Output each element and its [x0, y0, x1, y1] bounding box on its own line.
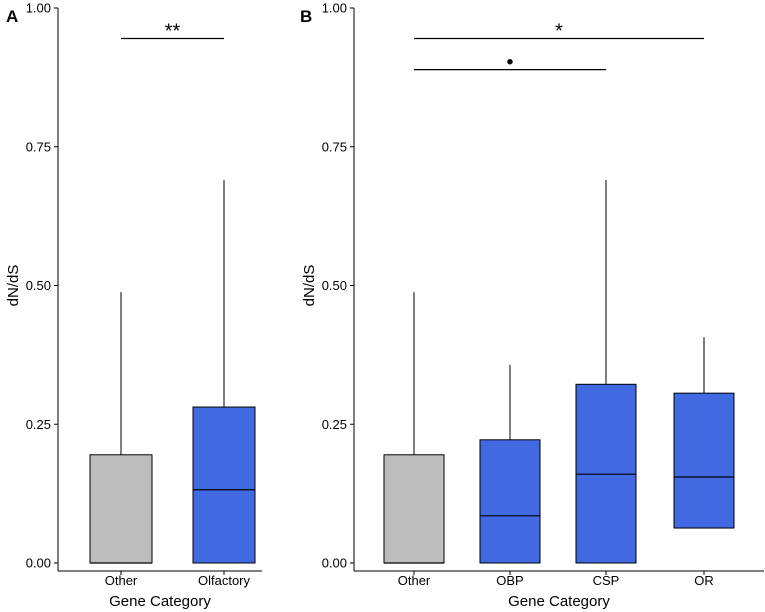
panel-b-x-tick-label: OBP: [496, 573, 523, 588]
panel-b-y-tick-label: 0.00: [322, 556, 347, 571]
panel-a-x-axis-title: Gene Category: [109, 593, 211, 610]
panel-b-x-axis-title: Gene Category: [508, 593, 610, 610]
panel-a-other-box: [89, 454, 153, 564]
panel-b: B 0.00 0.25 0.50 0.75 1.00 dN/dS Gene Category O…: [300, 1, 764, 610]
panel-b-label: B: [300, 7, 312, 26]
panel-b-obp-box: [479, 439, 541, 564]
panel-a-significance-label: **: [165, 21, 181, 43]
panel-b-y-axis-title: dN/dS: [301, 265, 318, 307]
panel-a: A 0.00 0.25 0.50 0.75 1.00 dN/dS Gene Category O…: [5, 1, 262, 610]
panel-b-or-box: [673, 392, 735, 529]
panel-a-label: A: [6, 7, 18, 26]
panel-a-olfactory-box: [192, 406, 256, 564]
panel-b-y-tick-label: 0.75: [322, 139, 347, 154]
panel-a-x-tick-label: Olfactory: [198, 573, 251, 588]
panel-b-x-tick-label: CSP: [593, 573, 620, 588]
panel-b-y-tick-label: 0.25: [322, 417, 347, 432]
panel-a-y-tick-label: 0.50: [26, 278, 51, 293]
panel-a-y-tick-label: 0.00: [26, 556, 51, 571]
panel-b-significance-label: •: [506, 52, 513, 74]
panel-a-x-tick-label: Other: [105, 573, 138, 588]
panel-a-y-axis-title: dN/dS: [5, 265, 22, 307]
panel-b-y-tick-label: 1.00: [322, 1, 347, 16]
panel-b-significance-label: *: [555, 21, 563, 43]
panel-b-other-box: [383, 454, 445, 564]
panel-b-x-tick-label: Other: [398, 573, 431, 588]
panel-a-y-tick-label: 0.75: [26, 139, 51, 154]
panel-a-y-tick-label: 1.00: [26, 1, 51, 16]
panel-b-y-tick-label: 0.50: [322, 278, 347, 293]
panel-a-y-tick-label: 0.25: [26, 417, 51, 432]
panel-b-x-tick-label: OR: [694, 573, 714, 588]
